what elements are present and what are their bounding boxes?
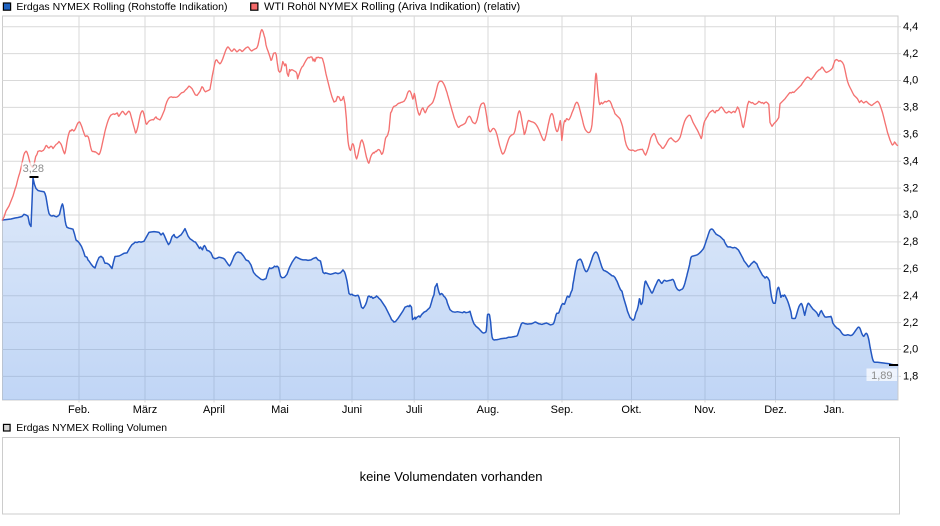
svg-text:Juli: Juli bbox=[406, 404, 423, 416]
svg-text:Okt.: Okt. bbox=[621, 404, 641, 416]
svg-text:Erdgas NYMEX Rolling Volumen: Erdgas NYMEX Rolling Volumen bbox=[16, 423, 167, 434]
svg-text:Sep.: Sep. bbox=[551, 404, 574, 416]
svg-text:Feb.: Feb. bbox=[68, 404, 90, 416]
svg-text:3,6: 3,6 bbox=[903, 129, 918, 141]
svg-text:WTI Rohöl NYMEX Rolling (Ariva: WTI Rohöl NYMEX Rolling (Ariva Indikatio… bbox=[264, 1, 520, 13]
svg-text:3,4: 3,4 bbox=[903, 155, 918, 167]
svg-text:3,28: 3,28 bbox=[23, 163, 44, 175]
svg-text:1,89: 1,89 bbox=[871, 370, 892, 382]
svg-text:4,0: 4,0 bbox=[903, 75, 918, 87]
svg-text:2,2: 2,2 bbox=[903, 317, 918, 329]
svg-text:März: März bbox=[133, 404, 157, 416]
svg-text:Mai: Mai bbox=[271, 404, 289, 416]
svg-text:April: April bbox=[203, 404, 225, 416]
svg-text:Nov.: Nov. bbox=[694, 404, 716, 416]
svg-text:3,2: 3,2 bbox=[903, 182, 918, 194]
svg-text:Jan.: Jan. bbox=[824, 404, 845, 416]
svg-text:3,0: 3,0 bbox=[903, 209, 918, 221]
svg-text:Aug.: Aug. bbox=[477, 404, 500, 416]
svg-text:3,8: 3,8 bbox=[903, 102, 918, 114]
svg-text:2,8: 2,8 bbox=[903, 236, 918, 248]
svg-text:2,0: 2,0 bbox=[903, 344, 918, 356]
svg-text:Erdgas NYMEX Rolling (Rohstoff: Erdgas NYMEX Rolling (Rohstoffe Indikati… bbox=[16, 1, 227, 13]
svg-text:Dez.: Dez. bbox=[764, 404, 787, 416]
svg-text:keine Volumendaten vorhanden: keine Volumendaten vorhanden bbox=[360, 469, 543, 484]
svg-text:4,2: 4,2 bbox=[903, 48, 918, 60]
svg-text:2,6: 2,6 bbox=[903, 263, 918, 275]
svg-text:4,4: 4,4 bbox=[903, 21, 918, 33]
svg-text:2,4: 2,4 bbox=[903, 290, 918, 302]
svg-text:Juni: Juni bbox=[342, 404, 362, 416]
svg-text:1,8: 1,8 bbox=[903, 371, 918, 383]
